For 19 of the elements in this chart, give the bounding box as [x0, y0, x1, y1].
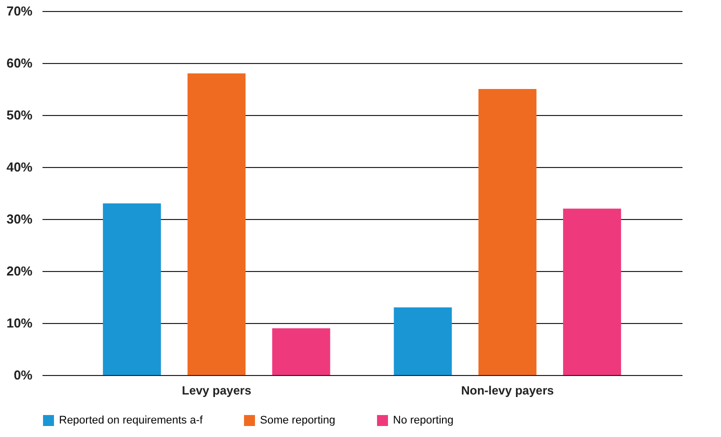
bar — [394, 307, 452, 375]
bar — [102, 203, 161, 375]
y-tick-label: 60% — [6, 56, 33, 70]
x-tick-label: Non-levy payers — [461, 384, 554, 398]
y-tick-label: 20% — [6, 264, 33, 278]
x-tick-label: Levy payers — [182, 384, 252, 398]
y-tick-label: 70% — [6, 4, 33, 18]
legend-label: Some reporting — [260, 414, 336, 427]
bar — [272, 328, 330, 375]
y-tick-label: 50% — [6, 108, 33, 122]
legend-label: No reporting — [393, 414, 454, 427]
y-tick-label: 10% — [6, 316, 33, 330]
bar — [563, 208, 622, 375]
y-tick-label: 40% — [6, 160, 33, 174]
legend-label: Reported on requirements a-f — [59, 414, 204, 427]
y-tick-label: 0% — [14, 368, 33, 382]
bar — [478, 89, 536, 375]
bar — [188, 73, 246, 375]
y-tick-label: 30% — [6, 212, 33, 226]
